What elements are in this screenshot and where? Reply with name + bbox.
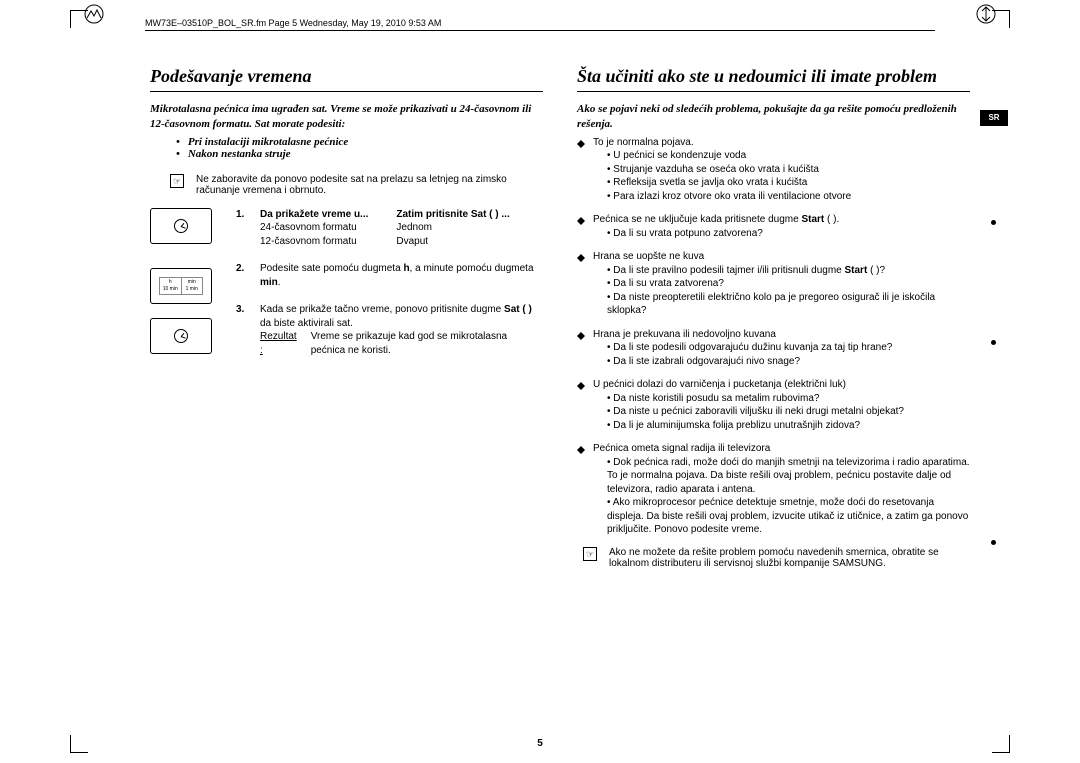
diamond-bullet-icon [577,250,585,258]
troubleshoot-issue: Hrana je prekuvana ili nedovoljno kuvana… [577,328,970,369]
margin-dot [991,220,996,225]
final-note-text: Ako ne možete da rešite problem pomoću n… [609,547,970,569]
issue-heading: Pećnica ometa signal radija ili televizo… [593,442,770,456]
diamond-bullet-icon [577,328,585,336]
step-1: 1. Da prikažete vreme u... 24-časovnom f… [236,208,543,249]
result-label: Rezultat : [260,330,297,357]
note-icon: ☞ [170,174,184,188]
troubleshoot-issue: To je normalna pojava.U pećnici se konde… [577,136,970,204]
step1-col1-row: 12-časovnom formatu [260,235,368,249]
intro-left: Mikrotalasna pećnica ima ugrađen sat. Vr… [150,102,543,132]
issue-heading: To je normalna pojava. [593,136,694,150]
steps-wrap: h10 min min1 min 1. Da prikažete vreme u… [150,208,543,358]
when-item: Nakon nestanka struje [176,148,543,160]
issue-item: Da niste koristili posudu sa metalim rub… [607,392,970,406]
step-3: 3. Kada se prikaže tačno vreme, ponovo p… [236,303,543,357]
margin-dot [991,540,996,545]
troubleshoot-issue: Pećnica se ne uključuje kada pritisnete … [577,213,970,240]
issue-item: Strujanje vazduha se oseća oko vrata i k… [607,163,970,177]
issue-item: Para izlazi kroz otvore oko vrata ili ve… [607,190,970,204]
when-list: Pri instalaciji mikrotalasne pećnice Nak… [150,136,543,160]
page-number: 5 [537,738,543,749]
note-text: Ne zaboravite da ponovo podesite sat na … [196,174,543,196]
left-column: Podešavanje vremena Mikrotalasna pećnica… [150,66,543,733]
issue-item: Da li su vrata potpuno zatvorena? [607,227,970,241]
issue-item: Da li je aluminijumska folija preblizu u… [607,419,970,433]
issue-item: Ako mikroprocesor pećnice detektuje smet… [607,496,970,537]
issue-item: Da li ste izabrali odgovarajući nivo sna… [607,355,970,369]
troubleshoot-issue: Hrana se uopšte ne kuvaDa li ste praviln… [577,250,970,318]
note-row: ☞ Ne zaboravite da ponovo podesite sat n… [170,174,543,196]
issue-item: Da li ste podesili odgovarajuću dužinu k… [607,341,970,355]
section-title-right: Šta učiniti ako ste u nedoumici ili imat… [577,66,970,92]
troubleshoot-issue: U pećnici dolazi do varničenja i pucketa… [577,378,970,432]
issue-heading: Hrana se uopšte ne kuva [593,250,704,264]
issue-item: Refleksija svetla se javlja oko vrata i … [607,176,970,190]
language-tab: SR [980,110,1008,126]
page-header: MW73E–03510P_BOL_SR.fm Page 5 Wednesday,… [145,18,935,31]
final-note-row: ☞ Ako ne možete da rešite problem pomoću… [583,547,970,569]
issue-item: Da niste preopteretili električno kolo p… [607,291,970,318]
framemaker-icon-right [976,4,996,24]
step1-col1-header: Da prikažete vreme u... [260,208,368,222]
intro-right: Ako se pojavi neki od sledećih problema,… [577,102,970,132]
hmin-diagram: h10 min min1 min [150,268,212,304]
issue-item: Da li su vrata zatvorena? [607,277,970,291]
step-2: 2. Podesite sate pomoću dugmeta h, a min… [236,262,543,289]
issue-item: Dok pećnica radi, može doći do manjih sm… [607,456,970,497]
diamond-bullet-icon [577,378,585,386]
issue-heading: U pećnici dolazi do varničenja i pucketa… [593,378,846,392]
issue-item: Da li ste pravilno podesili tajmer i/ili… [607,264,970,278]
diamond-bullet-icon [577,442,585,450]
issue-item: Da niste u pećnici zaboravili viljušku i… [607,405,970,419]
diamond-bullet-icon [577,136,585,144]
issue-item: U pećnici se kondenzuje voda [607,149,970,163]
framemaker-icon-left [84,4,104,24]
step1-col2-header: Zatim pritisnite Sat ( ) ... [396,208,509,222]
note-icon: ☞ [583,547,597,561]
section-title-left: Podešavanje vremena [150,66,543,92]
diamond-bullet-icon [577,213,585,221]
margin-dot [991,340,996,345]
step1-col2-row: Dvaput [396,235,509,249]
when-item: Pri instalaciji mikrotalasne pećnice [176,136,543,148]
issue-heading: Hrana je prekuvana ili nedovoljno kuvana [593,328,776,342]
result-text: Vreme se prikazuje kad god se mikrotalas… [301,330,543,357]
issue-heading: Pećnica se ne uključuje kada pritisnete … [593,213,839,227]
step1-col1-row: 24-časovnom formatu [260,221,368,235]
right-column: Šta učiniti ako ste u nedoumici ili imat… [577,66,970,733]
troubleshoot-issue: Pećnica ometa signal radija ili televizo… [577,442,970,537]
step1-col2-row: Jednom [396,221,509,235]
clock-diagram [150,208,212,244]
clock-diagram [150,318,212,354]
